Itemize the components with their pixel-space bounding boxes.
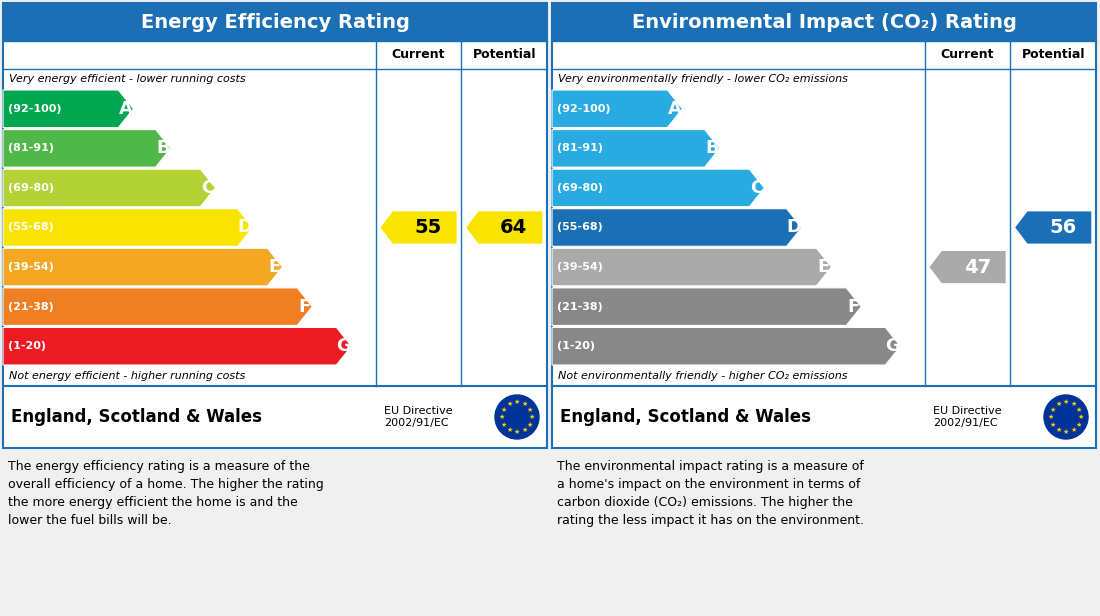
Text: (92-100): (92-100) — [557, 103, 611, 114]
Text: (69-80): (69-80) — [557, 183, 603, 193]
Text: Current: Current — [392, 49, 446, 62]
Polygon shape — [3, 90, 133, 128]
Text: B: B — [705, 139, 719, 157]
Text: Very environmentally friendly - lower CO₂ emissions: Very environmentally friendly - lower CO… — [558, 74, 848, 84]
Polygon shape — [3, 209, 253, 246]
Text: ★: ★ — [1063, 399, 1069, 405]
Text: ★: ★ — [1078, 414, 1085, 420]
Text: ★: ★ — [514, 429, 520, 435]
Text: 47: 47 — [964, 257, 991, 277]
Circle shape — [1044, 395, 1088, 439]
Text: ★: ★ — [1070, 401, 1077, 407]
Text: C: C — [201, 179, 214, 197]
Text: Potential: Potential — [472, 49, 536, 62]
Polygon shape — [552, 209, 802, 246]
Text: England, Scotland & Wales: England, Scotland & Wales — [11, 408, 262, 426]
Text: C: C — [750, 179, 763, 197]
Text: Potential: Potential — [1022, 49, 1085, 62]
Text: EU Directive
2002/91/EC: EU Directive 2002/91/EC — [933, 406, 1002, 428]
Text: A: A — [668, 100, 682, 118]
Text: Energy Efficiency Rating: Energy Efficiency Rating — [141, 12, 409, 31]
Bar — [552, 3, 1096, 448]
Text: ★: ★ — [506, 427, 513, 433]
Polygon shape — [3, 328, 351, 365]
Text: ★: ★ — [1063, 429, 1069, 435]
Text: (55-68): (55-68) — [8, 222, 54, 232]
Bar — [552, 3, 1096, 41]
Polygon shape — [465, 211, 543, 245]
Polygon shape — [1014, 211, 1092, 245]
Text: E: E — [817, 258, 830, 276]
Text: ★: ★ — [1055, 427, 1061, 433]
Text: ★: ★ — [1070, 427, 1077, 433]
Text: (21-38): (21-38) — [8, 302, 54, 312]
Text: Very energy efficient - lower running costs: Very energy efficient - lower running co… — [9, 74, 245, 84]
Polygon shape — [928, 250, 1006, 284]
Text: ★: ★ — [1076, 407, 1082, 413]
Text: (39-54): (39-54) — [8, 262, 54, 272]
Text: ★: ★ — [499, 414, 505, 420]
Text: Not energy efficient - higher running costs: Not energy efficient - higher running co… — [9, 371, 245, 381]
Polygon shape — [552, 129, 719, 167]
Text: (69-80): (69-80) — [8, 183, 54, 193]
Text: England, Scotland & Wales: England, Scotland & Wales — [560, 408, 811, 426]
Text: 64: 64 — [500, 218, 528, 237]
Text: ★: ★ — [506, 401, 513, 407]
Text: D: D — [786, 219, 802, 237]
Bar — [3, 3, 547, 448]
Polygon shape — [3, 169, 216, 207]
Text: ★: ★ — [521, 427, 528, 433]
Text: 55: 55 — [415, 218, 442, 237]
Text: D: D — [238, 219, 253, 237]
Text: Not environmentally friendly - higher CO₂ emissions: Not environmentally friendly - higher CO… — [558, 371, 847, 381]
Text: Current: Current — [940, 49, 994, 62]
Text: 56: 56 — [1049, 218, 1077, 237]
Polygon shape — [3, 248, 283, 286]
Polygon shape — [3, 288, 312, 325]
Text: The energy efficiency rating is a measure of the
overall efficiency of a home. T: The energy efficiency rating is a measur… — [8, 460, 323, 527]
Polygon shape — [552, 248, 832, 286]
Polygon shape — [552, 90, 682, 128]
Text: (39-54): (39-54) — [557, 262, 603, 272]
Text: ★: ★ — [514, 399, 520, 405]
Text: E: E — [268, 258, 282, 276]
Text: ★: ★ — [529, 414, 535, 420]
Text: (81-91): (81-91) — [8, 144, 54, 153]
Text: (81-91): (81-91) — [557, 144, 603, 153]
Text: B: B — [156, 139, 170, 157]
Text: ★: ★ — [1049, 421, 1056, 428]
Bar — [3, 3, 547, 41]
Polygon shape — [552, 288, 861, 325]
Text: The environmental impact rating is a measure of
a home's impact on the environme: The environmental impact rating is a mea… — [557, 460, 864, 527]
Text: ★: ★ — [527, 421, 534, 428]
Text: (1-20): (1-20) — [557, 341, 595, 351]
Text: G: G — [886, 337, 900, 355]
Polygon shape — [379, 211, 458, 245]
Bar — [0, 452, 1100, 616]
Text: (55-68): (55-68) — [557, 222, 603, 232]
Text: ★: ★ — [500, 407, 507, 413]
Text: ★: ★ — [527, 407, 534, 413]
Text: ★: ★ — [1076, 421, 1082, 428]
Text: Environmental Impact (CO₂) Rating: Environmental Impact (CO₂) Rating — [631, 12, 1016, 31]
Polygon shape — [3, 129, 170, 167]
Text: (1-20): (1-20) — [8, 341, 46, 351]
Text: EU Directive
2002/91/EC: EU Directive 2002/91/EC — [384, 406, 453, 428]
Text: (92-100): (92-100) — [8, 103, 62, 114]
Text: F: F — [298, 298, 311, 315]
Text: F: F — [848, 298, 860, 315]
Text: ★: ★ — [1049, 407, 1056, 413]
Text: (21-38): (21-38) — [557, 302, 603, 312]
Polygon shape — [552, 169, 764, 207]
Text: ★: ★ — [1048, 414, 1054, 420]
Text: ★: ★ — [1055, 401, 1061, 407]
Text: A: A — [119, 100, 133, 118]
Text: G: G — [337, 337, 351, 355]
Circle shape — [495, 395, 539, 439]
Text: ★: ★ — [521, 401, 528, 407]
Text: ★: ★ — [500, 421, 507, 428]
Polygon shape — [552, 328, 901, 365]
